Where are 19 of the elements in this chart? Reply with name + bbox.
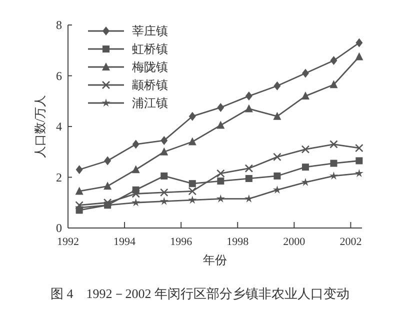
caption: 图 4 1992－2002 年闵行区部分乡镇非农业人口变动 (50, 286, 350, 301)
y-tick-label: 2 (56, 170, 62, 184)
x-tick-label: 1994 (114, 236, 136, 248)
legend-label: 莘庄镇 (132, 24, 168, 38)
y-tick-label: 6 (56, 68, 62, 83)
x-axis-title: 年份 (203, 253, 227, 267)
legend-label: 颛桥镇 (132, 78, 168, 92)
x-tick-label: 2000 (283, 236, 306, 248)
legend-label: 浦江镇 (132, 96, 168, 110)
y-tick-label: 8 (56, 18, 62, 32)
x-tick-label: 1996 (170, 236, 193, 248)
x-tick-label: 1992 (57, 236, 79, 248)
y-axis-title: 人口数/万人 (33, 94, 47, 158)
y-tick-label: 0 (56, 221, 62, 235)
x-tick-label: 2002 (340, 236, 362, 248)
x-tick-label: 1998 (226, 236, 250, 248)
y-tick-label: 4 (56, 120, 62, 134)
legend-label: 虹桥镇 (132, 42, 168, 56)
legend-label: 梅陇镇 (131, 60, 168, 74)
